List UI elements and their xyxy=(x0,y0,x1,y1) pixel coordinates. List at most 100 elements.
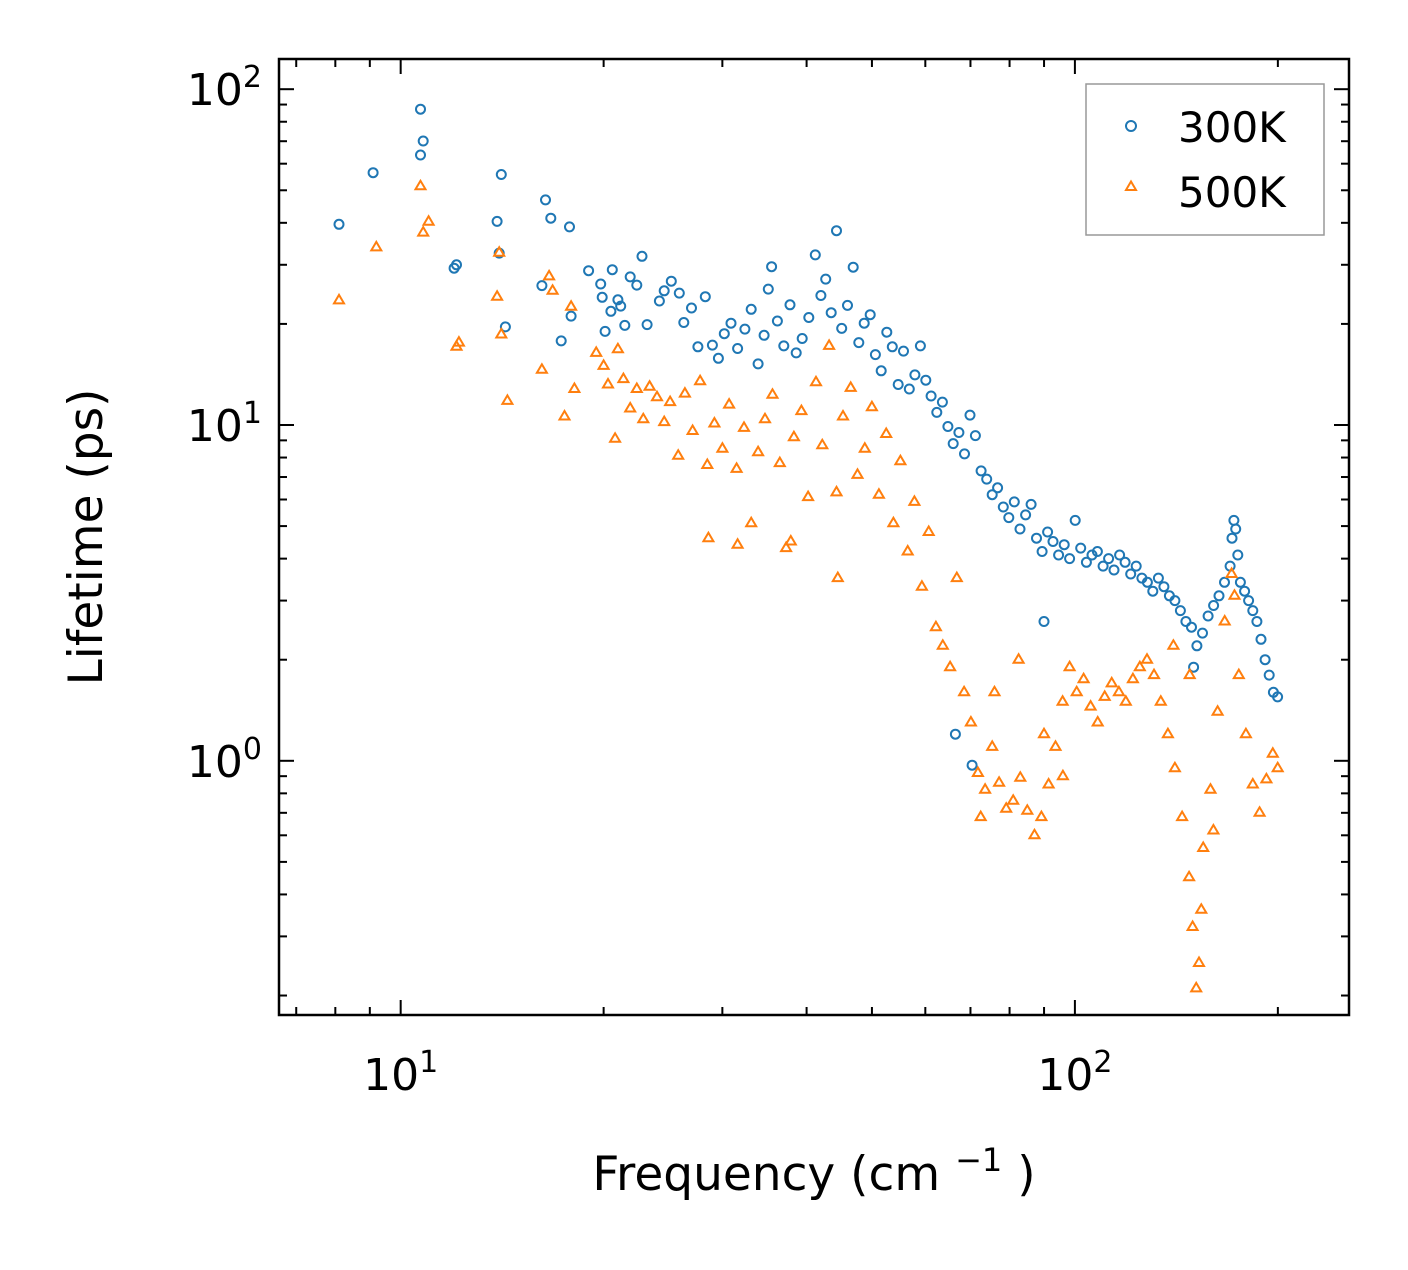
point-300k xyxy=(886,341,898,353)
point-500k xyxy=(722,397,736,409)
point-500k xyxy=(1076,671,1091,684)
series-500k xyxy=(332,178,1285,993)
point-500k xyxy=(1104,675,1119,688)
point-500k xyxy=(879,426,893,438)
point-500k xyxy=(886,515,901,528)
point-300k xyxy=(778,340,790,352)
point-300k xyxy=(612,294,624,306)
point-500k xyxy=(500,393,515,405)
point-500k xyxy=(567,381,582,393)
point-300k xyxy=(1239,585,1251,597)
point-300k xyxy=(1219,576,1230,588)
point-500k xyxy=(707,416,722,428)
point-300k xyxy=(825,307,837,319)
point-300k xyxy=(641,319,653,331)
point-500k xyxy=(601,377,615,389)
point-500k xyxy=(630,381,644,393)
point-300k xyxy=(1243,595,1255,607)
point-500k xyxy=(1189,980,1203,993)
point-500k xyxy=(700,457,715,469)
point-300k xyxy=(966,759,978,771)
point-500k xyxy=(978,782,992,794)
point-300k xyxy=(1255,633,1267,645)
y-tick-label: 101 xyxy=(187,396,262,452)
point-500k xyxy=(964,715,978,727)
point-300k xyxy=(606,264,618,276)
point-500k xyxy=(1166,638,1181,650)
point-300k xyxy=(1042,526,1054,538)
point-500k xyxy=(657,414,671,427)
point-500k xyxy=(492,245,506,257)
point-300k xyxy=(1103,553,1115,565)
point-500k xyxy=(801,489,815,502)
point-500k xyxy=(971,765,985,777)
point-300k xyxy=(1202,610,1214,622)
point-500k xyxy=(616,371,631,384)
point-500k xyxy=(1224,566,1239,578)
point-300k xyxy=(1226,532,1238,544)
point-300k xyxy=(969,430,981,442)
point-300k xyxy=(583,265,595,277)
point-300k xyxy=(831,225,842,237)
point-500k xyxy=(564,299,578,311)
point-500k xyxy=(1126,671,1140,684)
point-300k xyxy=(1191,640,1203,652)
point-300k xyxy=(815,290,827,301)
point-300k xyxy=(565,310,577,322)
point-500k xyxy=(1011,652,1026,664)
point-500k xyxy=(957,684,971,697)
point-300k xyxy=(739,323,751,335)
point-300k xyxy=(745,303,757,315)
point-500k xyxy=(1161,726,1175,739)
point-500k xyxy=(1154,694,1168,706)
point-300k xyxy=(1038,616,1050,627)
point-300k xyxy=(796,333,808,344)
point-300k xyxy=(495,169,507,180)
point-300k xyxy=(758,329,770,341)
x-axis-label: Frequency (cm −1 ) xyxy=(592,1128,1035,1202)
point-300k xyxy=(1008,496,1020,508)
point-500k xyxy=(1006,793,1020,805)
y-tick-label: 100 xyxy=(187,732,262,788)
point-300k xyxy=(909,369,921,381)
point-300k xyxy=(1075,542,1087,554)
point-500k xyxy=(829,484,844,497)
point-300k xyxy=(920,374,932,386)
point-500k xyxy=(1112,684,1126,697)
point-500k xyxy=(1175,809,1189,822)
point-500k xyxy=(611,341,625,354)
point-500k xyxy=(642,379,657,391)
point-300k xyxy=(725,317,737,329)
point-300k xyxy=(790,347,802,359)
point-500k xyxy=(915,579,929,591)
point-300k xyxy=(1064,553,1076,565)
y-tick-label: 102 xyxy=(187,60,262,116)
point-500k xyxy=(1210,704,1225,716)
point-500k xyxy=(490,289,504,301)
point-500k xyxy=(815,437,830,450)
point-500k xyxy=(758,411,772,424)
point-300k xyxy=(605,305,617,317)
point-300k xyxy=(914,340,926,352)
y-axis-label: Lifetime (ps) xyxy=(59,389,114,686)
point-300k xyxy=(1091,546,1103,557)
legend-label-500k: 500K xyxy=(1178,168,1287,217)
point-300k xyxy=(1031,532,1042,544)
point-300k xyxy=(875,365,887,377)
point-300k xyxy=(771,315,783,327)
point-500k xyxy=(1048,739,1063,751)
point-500k xyxy=(1246,777,1260,789)
point-300k xyxy=(847,261,859,273)
point-500k xyxy=(865,399,879,412)
point-300k xyxy=(732,343,744,354)
point-500k xyxy=(1232,667,1246,680)
point-500k xyxy=(535,362,549,374)
point-300k xyxy=(678,317,690,328)
point-500k xyxy=(369,239,384,252)
point-300k xyxy=(415,103,426,115)
point-500k xyxy=(1182,869,1196,882)
point-300k xyxy=(803,312,815,323)
point-500k xyxy=(1027,827,1042,840)
point-500k xyxy=(663,394,677,407)
legend-marker-500k xyxy=(1124,179,1138,191)
